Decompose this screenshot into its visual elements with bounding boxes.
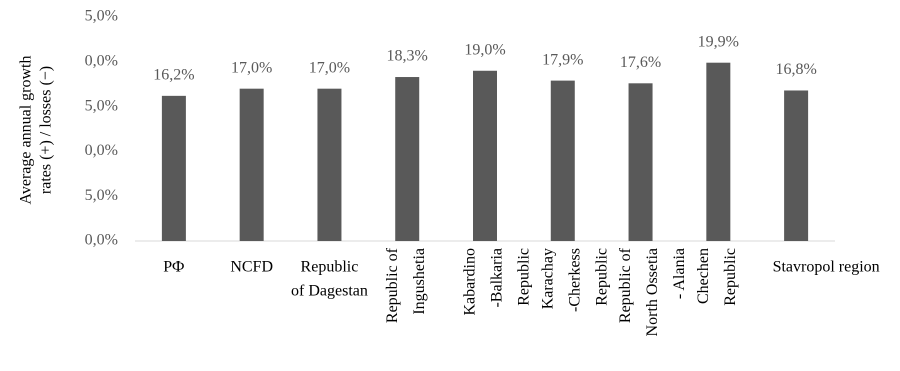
x-tick-label: -Balkaria	[489, 248, 506, 308]
x-tick-label: Republic	[301, 259, 359, 276]
data-label: 19,0%	[464, 41, 505, 58]
bar	[317, 88, 342, 242]
data-label: 17,0%	[309, 59, 350, 76]
x-tick-label: РФ	[163, 259, 184, 276]
bar	[473, 70, 497, 241]
x-tick-label: Republic	[722, 248, 739, 306]
x-tick-label: Republic of	[384, 247, 401, 323]
y-axis-title: rates (+) / losses (−)	[38, 66, 55, 194]
x-tick-label: Kabardino	[462, 248, 479, 316]
x-tick-label: Ingushetia	[411, 248, 428, 315]
data-label: 19,9%	[698, 33, 739, 50]
data-label: 16,2%	[153, 67, 194, 84]
x-tick-label: Karachay	[539, 248, 556, 309]
data-label: 18,3%	[387, 48, 428, 65]
data-label: 17,9%	[542, 51, 583, 68]
x-tick-label: Republic	[516, 248, 533, 306]
x-tick-label: NCFD	[230, 259, 273, 276]
bar	[628, 83, 653, 241]
data-label: 17,0%	[231, 59, 272, 76]
y-tick-label: 5,0%	[85, 97, 118, 114]
x-tick-label: -Cherkess	[566, 248, 583, 312]
x-tick-label: North Ossetia	[644, 248, 661, 336]
y-tick-label: 0,0%	[85, 52, 118, 69]
y-tick-label: 0,0%	[85, 142, 118, 159]
bar	[784, 90, 809, 241]
x-tick-label: Stavropol region	[773, 259, 880, 276]
bar	[239, 88, 264, 242]
y-tick-label: 5,0%	[85, 187, 118, 204]
x-tick-label: Chechen	[695, 248, 712, 304]
x-tick-label: - Alania	[671, 248, 688, 299]
x-tick-label: Republic	[593, 248, 610, 306]
y-tick-label: 5,0%	[85, 8, 118, 25]
y-tick-label: 0,0%	[85, 232, 118, 249]
bar	[395, 77, 420, 241]
bar	[706, 62, 731, 241]
x-tick-label: of Dagestan	[291, 283, 368, 300]
x-tick-label: Republic of	[617, 247, 634, 323]
bar	[161, 95, 186, 242]
bar	[550, 80, 575, 241]
data-label: 16,8%	[775, 61, 816, 78]
data-label: 17,6%	[620, 54, 661, 71]
y-axis-title: Average annual growth	[18, 56, 35, 205]
